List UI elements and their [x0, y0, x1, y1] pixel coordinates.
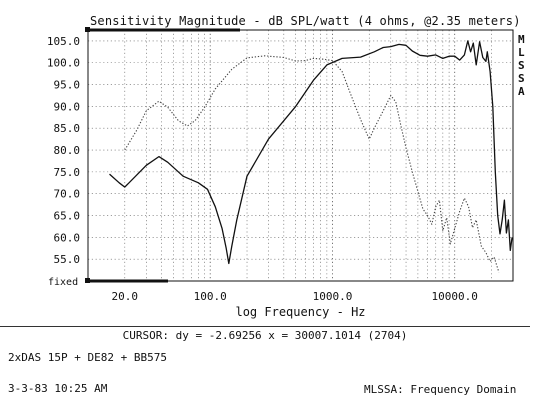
timestamp: 3-3-83 10:25 AM	[8, 382, 108, 395]
x-tick-label: 20.0	[112, 290, 139, 303]
y-tick-label: 55.0	[54, 253, 81, 266]
footer-divider	[0, 326, 530, 327]
side-label-letter: S	[518, 72, 525, 85]
chart-title: Sensitivity Magnitude - dB SPL/watt (4 o…	[90, 14, 521, 28]
y-tick-label: 65.0	[54, 210, 81, 223]
x-tick-label: 10000.0	[432, 290, 478, 303]
side-label-letter: L	[518, 46, 525, 59]
x-axis-label: log Frequency - Hz	[235, 305, 365, 319]
side-label-letter: M	[518, 33, 525, 46]
axes	[85, 27, 514, 283]
y-tick-label: 80.0	[54, 144, 81, 157]
series-line-dotted	[124, 55, 500, 273]
tick-labels: 105.0 100.0 95.0 90.0 85.0 80.0 75.0 70.0 65.0 60…	[47, 35, 478, 319]
series-layer	[109, 40, 513, 273]
x-tick-label: 100.0	[194, 290, 227, 303]
cursor-readout: CURSOR: dy = -2.69256 x = 30007.1014 (27…	[122, 329, 408, 342]
side-label-letter: S	[518, 59, 525, 72]
top-corner-mark	[85, 27, 90, 32]
config-label: 2xDAS 15P + DE82 + BB575	[8, 351, 167, 364]
grid-lines	[87, 30, 514, 281]
y-tick-label: 75.0	[54, 166, 81, 179]
mode-label: MLSSA: Frequency Domain	[364, 383, 517, 396]
y-tick-label: 105.0	[47, 35, 80, 48]
bottom-corner-mark	[85, 278, 90, 283]
plot-frame	[87, 29, 514, 282]
y-tick-label: 70.0	[54, 188, 81, 201]
x-tick-label: 1000.0	[313, 290, 353, 303]
y-tick-label: 85.0	[54, 122, 81, 135]
fixed-scale-label: fixed	[48, 277, 78, 288]
y-tick-label: 90.0	[54, 100, 81, 113]
y-tick-label: 100.0	[47, 57, 80, 70]
side-label-letter: A	[518, 85, 525, 98]
y-tick-label: 60.0	[54, 231, 81, 244]
series-line-solid	[109, 40, 513, 265]
y-tick-label: 95.0	[54, 79, 81, 92]
